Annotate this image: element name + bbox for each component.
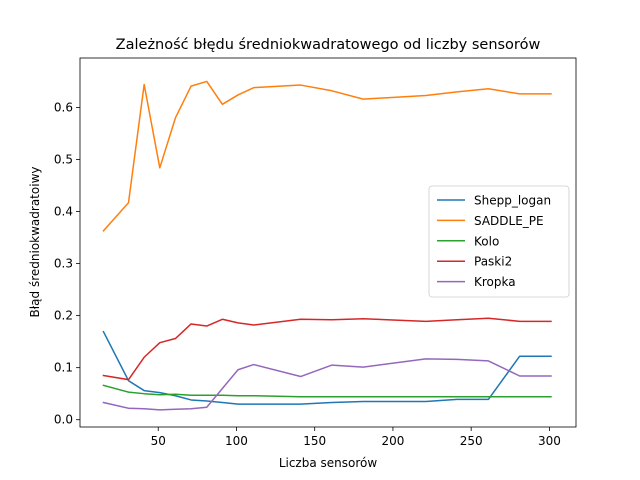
x-tick-label: 100	[225, 434, 248, 448]
y-tick-label: 0.0	[54, 413, 73, 427]
chart-title: Zależność błędu średniokwadratowego od l…	[116, 37, 541, 53]
x-tick-label: 50	[151, 434, 166, 448]
y-axis-label: Błąd średniokwadratoiwy	[28, 167, 42, 318]
x-tick-label: 250	[460, 434, 483, 448]
axes-frame	[79, 57, 577, 428]
plot-area: 50 100 150 200 250 300 0.0 0.1 0.2 0.3 0.4 0.5 0.6	[54, 57, 577, 448]
y-tick-label: 0.1	[54, 361, 73, 375]
legend-label: SADDLE_PE	[474, 214, 544, 228]
series-line-saddle-pe	[102, 80, 552, 232]
x-tick-label: 200	[381, 434, 404, 448]
y-tick-label: 0.3	[54, 257, 73, 271]
y-axis-ticks: 0.0 0.1 0.2 0.3 0.4 0.5 0.6	[54, 100, 80, 427]
y-tick-label: 0.4	[54, 205, 73, 219]
y-tick-label: 0.6	[54, 100, 73, 114]
y-tick-label: 0.5	[54, 152, 73, 166]
legend-label: Kropka	[474, 275, 516, 289]
x-tick-label: 150	[303, 434, 326, 448]
x-tick-label: 300	[538, 434, 561, 448]
series-layer	[102, 80, 552, 411]
legend-items: Shepp_logan SADDLE_PE Kolo Paski2 Kropka	[437, 194, 551, 289]
legend: Shepp_logan SADDLE_PE Kolo Paski2 Kropka	[428, 185, 570, 298]
series-line-kolo	[102, 384, 552, 398]
series-line-paski2	[102, 317, 552, 381]
legend-label: Kolo	[474, 234, 499, 248]
x-axis-label: Liczba sensorów	[279, 456, 378, 470]
series-line-kropka	[102, 358, 552, 411]
legend-box	[428, 185, 570, 298]
legend-label: Paski2	[474, 255, 512, 269]
y-tick-label: 0.2	[54, 309, 73, 323]
legend-label: Shepp_logan	[474, 194, 551, 208]
series-line-shepp-logan	[102, 330, 552, 405]
x-axis-ticks: 50 100 150 200 250 300	[151, 427, 561, 448]
